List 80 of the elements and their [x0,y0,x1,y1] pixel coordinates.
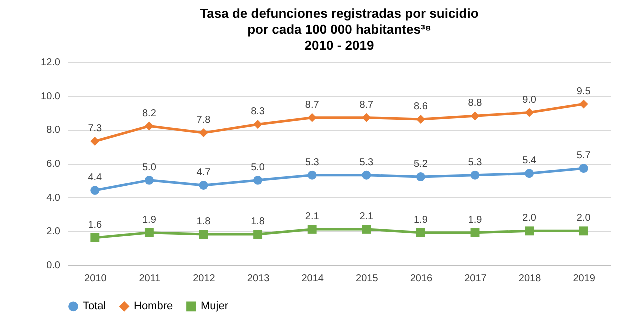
point [144,228,154,238]
x-tick-label: 2015 [356,274,379,284]
data-label: 8.3 [251,106,266,118]
data-label: 5.0 [142,162,157,174]
y-tick-label: 4.0 [46,192,61,204]
data-label: 5.7 [576,150,592,162]
point [254,120,263,130]
point [470,228,480,238]
data-label: 5.3 [360,157,374,168]
data-label: 5.3 [468,157,483,168]
point [525,169,534,178]
point [362,225,372,234]
data-label: 2.1 [305,211,320,222]
point [308,225,317,234]
data-label: 1.8 [196,216,212,228]
point [254,176,263,185]
data-label: 7.3 [88,124,103,135]
y-tick-label: 8.0 [46,125,61,136]
point [90,233,100,242]
point [90,137,100,146]
y-tick-label: 10.0 [41,91,61,102]
point [362,113,372,122]
data-label: 1.9 [142,214,157,226]
data-label: 7.8 [196,115,212,126]
data-label: 2.0 [576,213,592,224]
chart-title: Tasa de defunciones registradas por suicidio por cada 100 000 habitantes³⁸ 2010 - 2019 [200,6,479,53]
data-label: 5.3 [305,157,320,168]
data-label: 4.4 [88,172,103,184]
data-label: 1.9 [468,214,483,226]
data-label: 1.9 [414,214,428,226]
point [362,170,372,180]
point [579,100,588,109]
y-tick-label: 12.0 [41,58,61,68]
data-label: 8.7 [360,100,374,111]
point [470,170,480,180]
point [199,128,208,138]
point [199,230,208,240]
point [525,226,534,236]
y-tick-label: 6.0 [46,159,61,170]
x-tick-label: 2017 [464,274,488,284]
point [525,108,534,118]
data-label: 2.0 [522,213,537,224]
data-label: 4.7 [196,167,212,178]
data-label: 8.7 [305,100,320,111]
data-label: 2.1 [360,211,374,222]
data-label: 8.2 [142,108,157,120]
x-tick-label: 2010 [84,274,108,284]
x-tick-label: 2011 [139,274,162,284]
data-label: 5.4 [522,156,537,167]
point [254,230,263,240]
point [308,113,317,122]
point [144,122,154,131]
x-tick-label: 2019 [573,274,596,284]
point [416,228,426,238]
legend-label: Hombre [134,300,174,313]
point [416,172,426,182]
data-label: 5.2 [414,159,428,170]
x-tick-label: 2014 [302,274,324,284]
point [308,170,317,180]
point [579,226,588,236]
x-tick-label: 2012 [193,274,216,284]
x-tick-label: 2018 [518,274,542,284]
data-label: 1.8 [251,216,266,228]
legend-label: Mujer [201,300,229,313]
x-tick-label: 2013 [247,274,270,284]
data-label: 9.5 [576,86,592,98]
data-label: 8.6 [414,102,428,113]
y-tick-label: 0.0 [46,260,61,272]
point [579,164,588,174]
data-label: 8.8 [468,98,483,110]
point [90,186,100,196]
data-label: 1.6 [88,220,103,231]
x-tick-label: 2016 [410,274,434,284]
point [470,112,480,121]
data-label: 5.0 [251,162,266,174]
legend-label: Total [83,300,106,313]
data-label: 9.0 [522,94,537,106]
y-tick-label: 2.0 [46,226,61,238]
point [144,176,154,185]
point [199,181,208,190]
